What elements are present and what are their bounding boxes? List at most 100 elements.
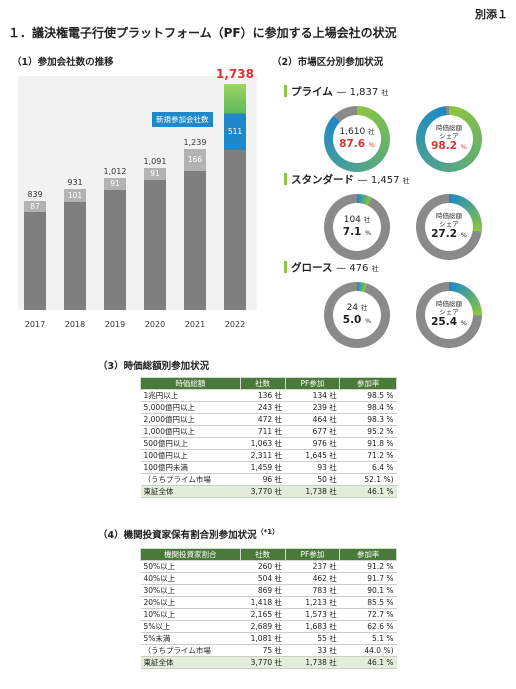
table-row: 100億円未満 1,459 社 93 社 6.4 % [140,461,397,474]
segment-accent-bar [284,261,287,273]
table-cell: 東証全体 [140,485,241,498]
table-cell: 100億円未満 [140,461,241,474]
bar-new-label-2018: 101 [67,190,83,200]
table-cell: 976 社 [285,437,340,450]
bar-new-2017 [24,200,46,213]
bar-new-label-2021: 166 [187,154,203,164]
table-cell: 20%以上 [140,596,241,609]
segment-name: スタンダード [291,174,358,186]
table-total-row: 東証全体 3,770 社 1,738 社 46.1 % [140,485,397,498]
table-cell: 1,738 社 [285,656,340,669]
section4-title: （4）機関投資家保有割合別参加状況（*1） [98,527,279,541]
table-cell: 91.2 % [339,560,397,573]
participant-ratio-donut: 104 社 7.1 % [324,194,390,260]
table-cell: 504 社 [240,572,286,585]
share-label: 時価総額 シェア [436,212,462,228]
table-cell: 5%未満 [140,632,241,645]
table-cell: 783 社 [285,584,340,597]
bar-new-2022 [224,84,246,151]
table-cell: 2,311 社 [240,449,286,462]
table-cell: 1,063 社 [240,437,286,450]
bar-existing-2020 [144,180,166,310]
section1-title: （1）参加会社数の推移 [12,57,114,68]
table-cell: 1,459 社 [240,461,286,474]
table-cell: 50 社 [285,473,340,486]
participant-ratio-donut: 1,610 社 87.6 % [324,106,390,172]
table-row: （うちプライム市場 96 社 50 社 52.1 %) [140,473,397,486]
table-cell: 85.5 % [339,596,397,609]
bar-new-2019 [104,178,126,191]
table-cell: 1,000億円以上 [140,425,241,438]
table-cell: 237 社 [285,560,340,573]
segment-name: プライム [291,86,337,98]
table-header: 参加率 [339,377,397,390]
year-label-2022: 2022 [224,320,246,329]
table-cell: 500億円以上 [140,437,241,450]
bar-existing-2022 [224,150,246,310]
market-cap-share-donut: 時価総額 シェア 27.2 % [416,194,482,260]
bar-new-label-2019: 91 [110,179,120,189]
bar-existing-2019 [104,190,126,310]
table-cell: 44.0 %) [339,644,397,657]
participant-count: 1,610 社 [339,126,375,137]
table-cell: 134 社 [285,389,340,402]
table-cell: 46.1 % [339,485,397,498]
bar-existing-2021 [184,170,206,310]
table-header: 社数 [239,548,286,561]
year-label-2021: 2021 [184,320,206,329]
market-cap-share: 25.4 % [431,316,467,328]
year-label-2020: 2020 [144,320,166,329]
table-header: 機関投資家割合 [140,548,241,561]
segment-unit: 社 [402,177,410,185]
table-header: 時価総額 [140,377,241,390]
table-row: 5,000億円以上 243 社 239 社 98.4 % [140,401,397,414]
market-cap-share-donut-center: 時価総額 シェア 98.2 % [425,115,473,163]
table-cell: 5,000億円以上 [140,401,241,414]
table-cell: 1,738 社 [285,485,340,498]
table-cell: 東証全体 [140,656,241,669]
table-cell: （うちプライム市場 [140,473,241,486]
table-cell: 5.1 % [339,632,397,645]
bar-new-label-2017: 87 [30,201,40,211]
table-cell: 52.1 %) [339,473,397,486]
participation-bar-chart [18,76,257,310]
table-cell: 2,165 社 [240,608,286,621]
new-participants-legend: 新規参加会社数 [152,112,213,127]
bar-new-2018 [64,188,86,203]
participant-count: 24 社 [346,302,368,313]
table-cell: 62.6 % [339,620,397,633]
participant-ratio: 5.0 % [342,313,372,326]
table-cell: （うちプライム市場 [140,644,241,657]
table-cell: 243 社 [240,401,286,414]
table-cell: 464 社 [285,413,340,426]
table-cell: 75 社 [240,644,286,657]
table-cell: 33 社 [285,644,340,657]
table-cell: 95.2 % [339,425,397,438]
table-row: 40%以上 504 社 462 社 91.7 % [140,572,397,585]
table-cell: 10%以上 [140,608,241,621]
table-cell: 50%以上 [140,560,241,573]
market-cap-share-donut: 時価総額 シェア 25.4 % [416,282,482,348]
bar-total-label-2018: 931 [67,177,83,187]
bar-total-label-2022: 1,738 [216,67,254,82]
table-cell: 869 社 [240,584,286,597]
document-tag: 別添１ [475,8,508,21]
bar-total-label-2020: 1,091 [143,157,167,167]
table-row: （うちプライム市場 75 社 33 社 44.0 %) [140,644,397,657]
table-row: 1,000億円以上 711 社 677 社 95.2 % [140,425,397,438]
segment-accent-bar [284,173,287,185]
table-cell: 30%以上 [140,584,241,597]
table-cell: 1,683 社 [285,620,340,633]
table-row: 5%以上 2,689 社 1,683 社 62.6 % [140,620,397,633]
table-cell: 100億円以上 [140,449,241,462]
segment-name: グロース [291,262,337,274]
table-cell: 40%以上 [140,572,241,585]
table-row: 5%未満 1,081 社 55 社 5.1 % [140,632,397,645]
table-cell: 711 社 [240,425,286,438]
section2-title: （2）市場区分別参加状況 [272,57,384,68]
table-cell: 93 社 [285,461,340,474]
segment-title: プライム — 1,837 社 [284,84,388,99]
table-cell: 2,689 社 [240,620,286,633]
section3-title: （3）時価総額別参加状況 [98,361,210,372]
table-cell: 3,770 社 [240,485,286,498]
